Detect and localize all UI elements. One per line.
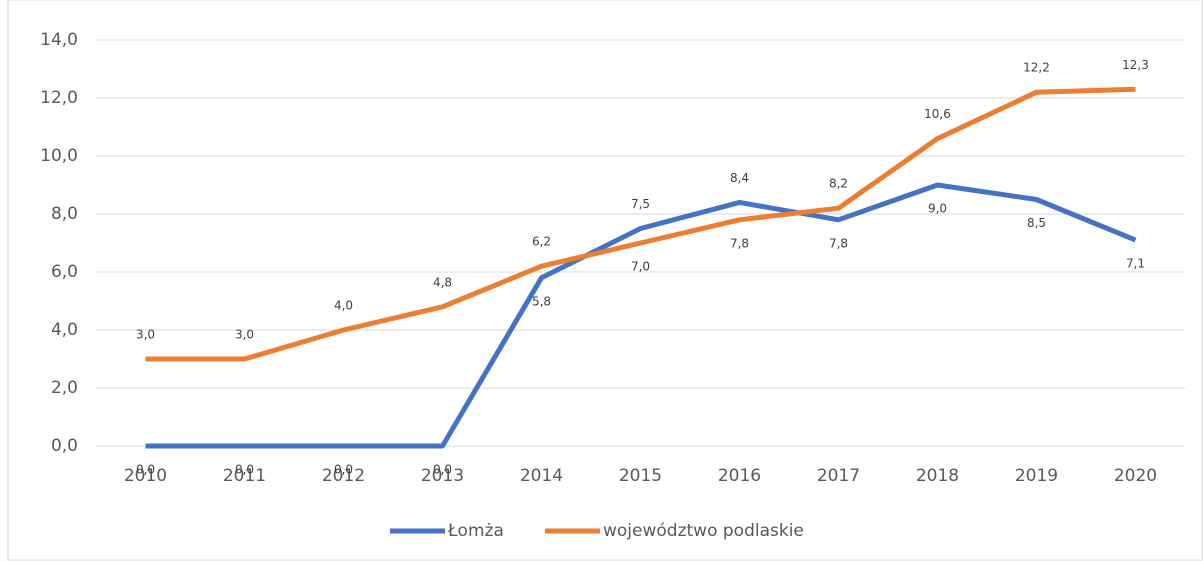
- y-tick-label: 0,0: [51, 436, 78, 456]
- data-label: 12,3: [1122, 58, 1149, 72]
- x-tick-label: 2016: [718, 466, 761, 486]
- data-label: 7,8: [730, 236, 749, 250]
- y-tick-label: 14,0: [40, 30, 78, 50]
- data-label: 7,8: [829, 236, 848, 250]
- data-label: 0,0: [136, 463, 155, 477]
- data-label: 7,0: [631, 260, 650, 274]
- x-tick-label: 2013: [421, 466, 464, 486]
- data-label: 10,6: [924, 107, 951, 121]
- x-tick-label: 2020: [1114, 466, 1157, 486]
- data-label: 4,0: [334, 299, 353, 313]
- data-label: 0,0: [334, 463, 353, 477]
- y-tick-label: 6,0: [51, 262, 78, 282]
- line: [145, 182, 1137, 449]
- data-label: 8,5: [1027, 216, 1046, 230]
- data-label: 12,2: [1023, 61, 1050, 75]
- legend-label: województwo podlaskie: [603, 521, 804, 541]
- legend-label: Łomża: [447, 521, 504, 541]
- line: [145, 86, 1136, 362]
- data-label: 7,1: [1126, 257, 1145, 271]
- data-label: 6,2: [532, 235, 551, 249]
- x-tick-label: 2018: [916, 466, 959, 486]
- x-tick-label: 2012: [322, 466, 365, 486]
- data-label: 3,0: [235, 328, 254, 342]
- y-tick-label: 12,0: [40, 88, 78, 108]
- x-tick-label: 2010: [124, 466, 167, 486]
- data-label: 8,2: [829, 177, 848, 191]
- data-label: 8,4: [730, 171, 749, 185]
- chart-frame: [7, 0, 1203, 561]
- x-tick-label: 2014: [520, 466, 563, 486]
- x-tick-label: 2017: [817, 466, 860, 486]
- data-label: 7,5: [631, 197, 650, 211]
- data-label: 3,0: [136, 328, 155, 342]
- x-tick-label: 2011: [223, 466, 266, 486]
- x-tick-label: 2019: [1015, 466, 1058, 486]
- data-label: 0,0: [235, 463, 254, 477]
- data-label: 4,8: [433, 275, 452, 289]
- data-label: 0,0: [433, 463, 452, 477]
- y-tick-label: 4,0: [51, 320, 78, 340]
- data-label: 9,0: [928, 202, 947, 216]
- y-tick-label: 2,0: [51, 378, 78, 398]
- y-tick-label: 8,0: [51, 204, 78, 224]
- y-tick-label: 10,0: [40, 146, 78, 166]
- x-tick-label: 2015: [619, 466, 662, 486]
- data-label: 5,8: [532, 294, 551, 308]
